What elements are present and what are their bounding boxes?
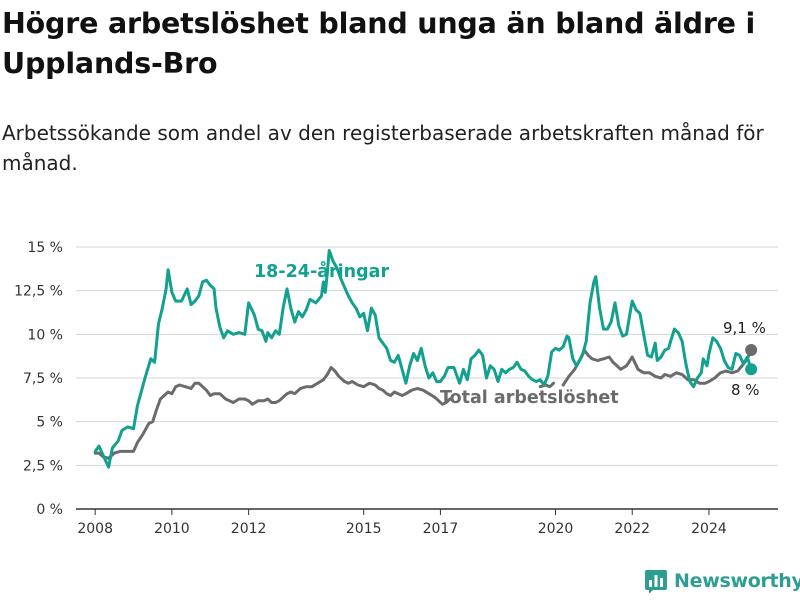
- y-tick-label: 5 %: [36, 415, 63, 431]
- brand-name: Newsworthy: [674, 570, 800, 592]
- chart-title: Högre arbetslöshet bland unga än bland ä…: [2, 7, 756, 80]
- series-lines: [93, 249, 758, 469]
- x-tick-label: 2022: [614, 521, 650, 537]
- end-point-0: [745, 363, 758, 376]
- series-line-1-2: [561, 348, 753, 387]
- grid-lines: [76, 246, 778, 466]
- end-label-young: 8 %: [731, 381, 760, 399]
- annotations: 18-24-åringar Total arbetslöshet 9,1 % 8…: [254, 260, 766, 408]
- series-label-young: 18-24-åringar: [254, 260, 389, 282]
- series-line-1-0: [93, 366, 452, 460]
- y-tick-label: 7,5 %: [23, 371, 63, 387]
- x-tick-label: 2024: [691, 521, 727, 537]
- x-tick-label: 2008: [77, 521, 113, 537]
- y-tick-label: 0 %: [36, 502, 63, 518]
- x-tick-label: 2012: [231, 521, 267, 537]
- x-tick-label: 2010: [154, 521, 190, 537]
- x-tick-label: 2015: [346, 521, 382, 537]
- end-point-1: [745, 344, 758, 357]
- x-tick-label: 2020: [538, 521, 574, 537]
- axes: 0 % 2,5 % 5 % 7,5 % 10 % 12,5 % 15 % 2008 2010 20…: [14, 240, 778, 537]
- series-line-0-0: [93, 249, 753, 469]
- series-label-total: Total arbetslöshet: [440, 388, 619, 408]
- y-tick-label: 2,5 %: [23, 458, 63, 474]
- y-tick-label: 12,5 %: [14, 284, 63, 300]
- y-tick-label: 15 %: [27, 240, 63, 256]
- newsworthy-logo: Newsworthy: [644, 569, 800, 593]
- end-label-total: 9,1 %: [723, 319, 766, 337]
- x-tick-label: 2017: [423, 521, 459, 537]
- bar-chart-icon: [645, 570, 667, 593]
- y-tick-label: 10 %: [27, 327, 63, 343]
- chart-subtitle: Arbetssökande som andel av den registerb…: [2, 121, 764, 175]
- line-chart: 0 % 2,5 % 5 % 7,5 % 10 % 12,5 % 15 % 2008 2010 20…: [14, 240, 778, 537]
